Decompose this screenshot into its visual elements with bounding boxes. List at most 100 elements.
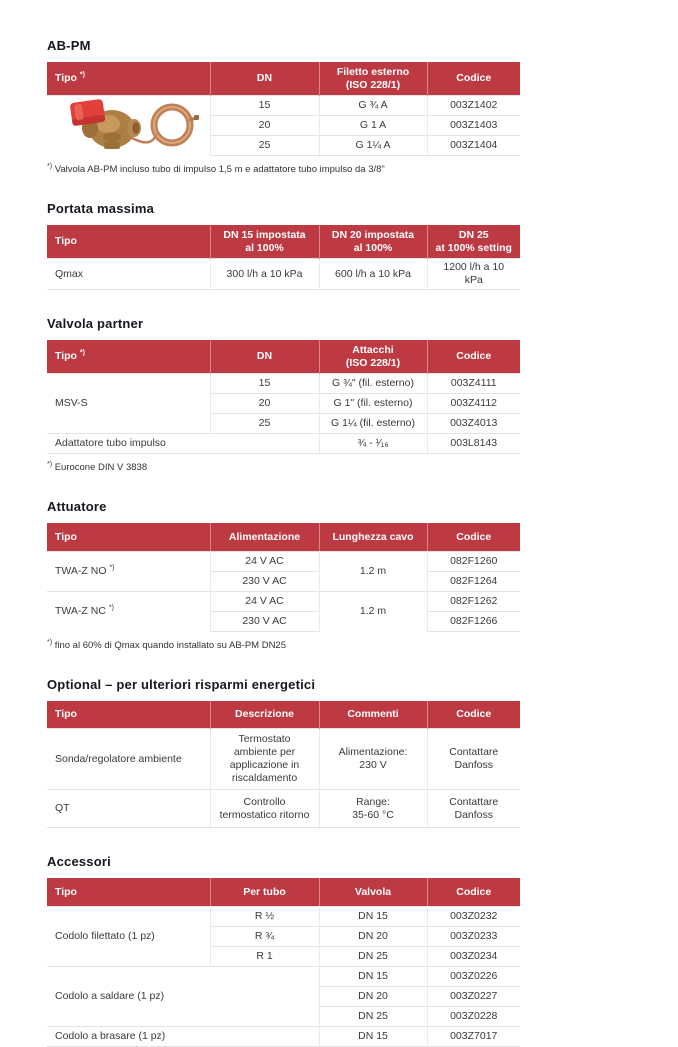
cell-lunghezza-cavo: 1.2 m (318, 590, 428, 632)
table-row: Codolo a brasare (1 pz) DN 15 003Z7017 (47, 1025, 520, 1047)
table-row: TWA-Z NO *) 24 V AC 1.2 m 082F1260 (47, 550, 520, 592)
cell-codice: 082F1262 (426, 590, 520, 612)
col-header-tipo: Tipo *) (47, 340, 211, 374)
cell-dn: 25 (210, 413, 320, 434)
cell-alimentazione: 24 V AC (209, 590, 320, 612)
cell-codice: Contattare Danfoss (426, 789, 520, 829)
cell-codice: 003Z1404 (426, 135, 520, 156)
section-title-attuatore: Attuatore (47, 499, 107, 515)
comment-line1: Alimentazione: (338, 746, 408, 759)
cell-descrizione: Termostato ambiente per applicazione in … (209, 728, 320, 790)
col-header-codice: Codice (426, 340, 520, 374)
cell-codice: 003Z7017 (426, 1025, 520, 1047)
section-accessori: Accessori Tipo Per tubo Valvola Codice C… (47, 854, 678, 1047)
cell-valvola: DN 25 (319, 1005, 428, 1027)
col-header-dn: DN (209, 62, 320, 96)
cell-codice: 003Z4013 (426, 413, 520, 434)
cell-tipo-codolo-saldare: Codolo a saldare (1 pz) (47, 965, 320, 1027)
table-row: 230 V AC 082F1266 (47, 610, 520, 632)
col-header-codice: Codice (426, 878, 520, 907)
comment-line2: 35-60 °C (352, 808, 394, 821)
table-row: TWA-Z NC *) 24 V AC 1.2 m 082F1262 (47, 590, 520, 632)
section-title-accessori: Accessori (47, 854, 111, 870)
section-title-portata: Portata massima (47, 201, 155, 217)
portata-table: Tipo DN 15 impostata al 100% DN 20 impost… (47, 225, 520, 291)
cell-tipo: Sonda/regolatore ambiente (47, 728, 211, 790)
optional-header-row: Tipo Descrizione Commenti Codice (47, 700, 520, 729)
footnote-ab-pm: *) Valvola AB-PM incluso tubo di impulso… (47, 161, 678, 175)
cell-codice: 003Z1403 (426, 115, 520, 136)
header-line2: al 100% (245, 241, 284, 254)
table-row: Codolo a saldare (1 pz) DN 15 003Z0226 (47, 965, 520, 1027)
abpm-header-row: Tipo *) DN Filetto esterno (ISO 228/1) Co… (47, 62, 520, 96)
table-row: Codolo filettato (1 pz) R ½ DN 15 003Z02… (47, 905, 520, 967)
accessori-table: Tipo Per tubo Valvola Codice Codolo file… (47, 878, 520, 1047)
section-optional: Optional – per ulteriori risparmi energe… (47, 677, 678, 829)
section-portata-massima: Portata massima Tipo DN 15 impostata al 1… (47, 201, 678, 291)
product-photo-cell (47, 95, 211, 156)
section-valvola-partner: Valvola partner Tipo *) DN Attacchi (ISO … (47, 316, 678, 473)
cell-dn: 20 (210, 115, 320, 136)
col-header-tipo: Tipo (47, 523, 211, 552)
col-header-alimentazione: Alimentazione (209, 523, 320, 552)
col-header-tipo: Tipo (47, 700, 211, 729)
cell-codice: 003Z0232 (426, 905, 520, 927)
header-line2: al 100% (353, 241, 393, 254)
cell-codice: 003Z4111 (426, 373, 520, 394)
cell-qmax-dn20: 600 l/h a 10 kPa (318, 258, 428, 291)
cell-per-tubo: R ½ (209, 905, 320, 927)
cell-filetto: G 1 A (318, 115, 428, 136)
cell-valvola: DN 15 (318, 905, 428, 927)
optional-table: Tipo Descrizione Commenti Codice Sonda/r… (47, 700, 520, 829)
col-header-dn20: DN 20 impostata al 100% (318, 225, 428, 259)
cell-codice: 082F1266 (426, 610, 520, 632)
valve-cap (70, 99, 106, 126)
table-row: 20 G 1" (fil. esterno) 003Z4112 (47, 393, 520, 414)
cell-per-tubo: R ¾ (210, 925, 320, 947)
table-row: 25 G 1¼ A 003Z1404 (47, 135, 520, 156)
col-header-tipo-label: Tipo (55, 72, 77, 85)
cell-lunghezza-cavo: 1.2 m (318, 550, 428, 592)
cell-codice: Contattare Danfoss (426, 728, 520, 790)
cell-tipo: Qmax (47, 258, 211, 291)
cell-tipo-twa-z-no: TWA-Z NO *) (47, 550, 211, 592)
col-header-attacchi: Attacchi (ISO 228/1) (318, 340, 428, 374)
cell-codice: 003Z0228 (426, 1005, 520, 1027)
footnote-marker: *) (47, 638, 53, 646)
col-header-dn15: DN 15 impostata al 100% (209, 225, 320, 259)
table-row: 15 G ¾ A 003Z1402 (47, 95, 520, 156)
footnote-valvola-partner: *) Eurocone DIN V 3838 (47, 459, 678, 473)
cell-attacchi: G 1¼ (fil. esterno) (318, 413, 428, 434)
cell-tipo-adattatore: Adattatore tubo impulso (47, 433, 320, 455)
footnote-attuatore: *) fino al 60% di Qmax quando installato… (47, 637, 678, 651)
table-row: MSV-S 15 G ¾" (fil. esterno) 003Z4111 (47, 373, 520, 434)
section-title-optional: Optional – per ulteriori risparmi energe… (47, 676, 316, 692)
table-row: 20 G 1 A 003Z1403 (47, 115, 520, 136)
col-header-filetto-line2: (ISO 228/1) (345, 78, 401, 91)
cell-dn: 15 (209, 373, 320, 394)
cell-tipo: QT (47, 789, 211, 829)
cell-codice: 003Z0227 (426, 985, 520, 1007)
cell-attacchi: ¾ - ¹⁄₁₆ (318, 433, 428, 455)
table-row: Sonda/regolatore ambiente Termostato amb… (47, 728, 520, 790)
cell-codice: 082F1260 (426, 550, 520, 572)
section-title-ab-pm: AB-PM (47, 38, 91, 53)
impulse-tube-coil (150, 103, 200, 147)
cell-alimentazione: 230 V AC (210, 610, 320, 632)
section-attuatore: Attuatore Tipo Alimentazione Lunghezza c… (47, 499, 678, 651)
col-header-filetto: Filetto esterno (ISO 228/1) (318, 62, 428, 96)
cell-descrizione: Controllo termostatico ritorno (209, 789, 320, 829)
footnote-marker: *) (79, 71, 85, 79)
cell-codice: 082F1264 (426, 570, 520, 592)
header-line1: DN 15 impostata (223, 229, 306, 242)
col-header-lunghezza-cavo: Lunghezza cavo (318, 523, 428, 552)
col-header-filetto-line1: Filetto esterno (336, 66, 410, 78)
footnote-marker: *) (109, 564, 115, 572)
cell-codice: 003Z0234 (426, 945, 520, 967)
cell-attacchi: G ¾" (fil. esterno) (318, 373, 428, 394)
col-header-dn25: DN 25 at 100% setting (426, 225, 520, 259)
col-header-tipo: Tipo (47, 878, 211, 907)
cell-codice: 003L8143 (426, 433, 520, 455)
comment-line2: 230 V (359, 759, 387, 772)
cell-codice: 003Z1402 (426, 95, 520, 116)
